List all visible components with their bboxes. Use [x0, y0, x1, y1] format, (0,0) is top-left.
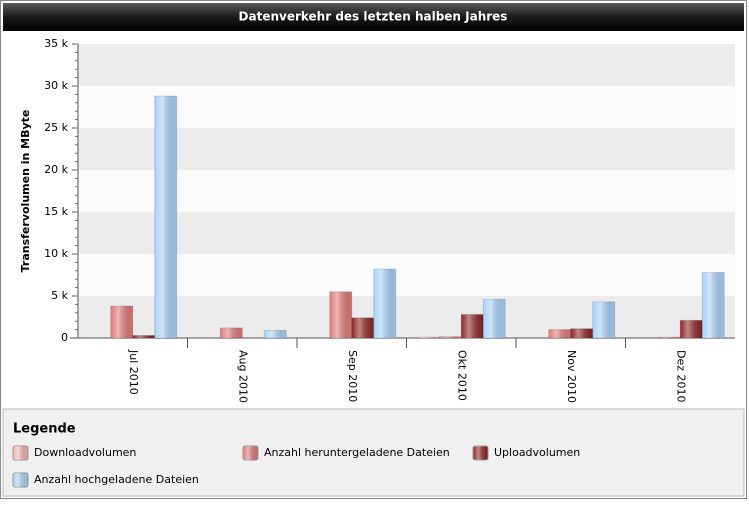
y-axis-title: Transfervolumen in MByte	[19, 110, 32, 273]
plot-band	[78, 44, 735, 86]
bar-shine	[461, 314, 484, 338]
bar-shine	[110, 306, 133, 338]
x-tick-label: Aug 2010	[236, 350, 249, 403]
bar-shine	[154, 96, 177, 338]
bar-shine	[483, 299, 506, 338]
legend-swatch-shine	[13, 473, 28, 487]
y-tick-label: 0	[61, 331, 68, 344]
y-tick-label: 30 k	[44, 79, 68, 92]
y-tick-label: 25 k	[44, 121, 68, 134]
legend-label: Anzahl hochgeladene Dateien	[34, 473, 199, 486]
x-tick-label: Nov 2010	[565, 350, 578, 403]
legend-label: Uploadvolumen	[494, 446, 580, 459]
plot-band	[78, 86, 735, 128]
plot-band	[78, 128, 735, 170]
legend-swatch-shine	[13, 446, 28, 460]
bar-shine	[220, 327, 243, 338]
legend-label: Anzahl heruntergeladene Dateien	[264, 446, 450, 459]
x-tick-label: Jul 2010	[127, 349, 140, 395]
bar-shine	[439, 336, 462, 338]
y-tick-label: 35 k	[44, 37, 68, 50]
bar-shine	[592, 301, 615, 338]
bar-shine	[658, 337, 681, 338]
legend-swatch-shine	[473, 446, 488, 460]
bar-shine	[264, 330, 287, 338]
bar-shine	[548, 329, 571, 338]
y-tick-label: 15 k	[44, 205, 68, 218]
x-tick-label: Dez 2010	[674, 350, 687, 403]
y-tick-label: 10 k	[44, 247, 68, 260]
y-tick-label: 5 k	[51, 289, 68, 302]
legend-label: Downloadvolumen	[34, 446, 136, 459]
plot-band	[78, 254, 735, 296]
title-bar	[3, 3, 744, 31]
bar-shine	[680, 320, 703, 338]
bar-shine	[351, 317, 374, 338]
y-tick-label: 20 k	[44, 163, 68, 176]
x-tick-label: Sep 2010	[346, 350, 359, 402]
legend-swatch-shine	[243, 446, 258, 460]
x-tick-label: Okt 2010	[455, 350, 468, 401]
legend-title: Legende	[13, 422, 76, 437]
plot-band	[78, 170, 735, 212]
bar-shine	[417, 337, 440, 338]
plot-band	[78, 212, 735, 254]
bar-shine	[373, 269, 396, 338]
chart-title: Datenverkehr des letzten halben Jahres	[239, 10, 508, 24]
bar-shine	[570, 328, 593, 338]
legend-box	[2, 408, 745, 497]
bar-shine	[132, 335, 155, 338]
bar-shine	[329, 291, 352, 338]
bar-shine	[702, 272, 725, 338]
plot-band	[78, 296, 735, 338]
